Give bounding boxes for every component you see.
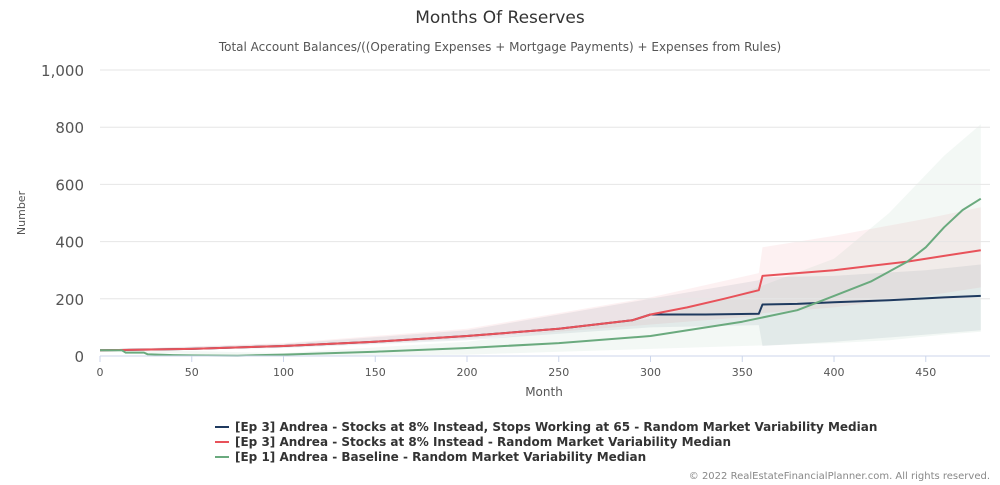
x-axis-title: Month (525, 385, 563, 399)
legend-swatch (215, 425, 229, 428)
legend-swatch (215, 440, 229, 443)
x-tick-label: 250 (548, 366, 569, 379)
y-tick-label: 400 (55, 234, 84, 252)
x-tick-label: 100 (273, 366, 294, 379)
credit-text: © 2022 RealEstateFinancialPlanner.com. A… (688, 471, 990, 482)
x-tick-label: 0 (97, 366, 104, 379)
legend: [Ep 3] Andrea - Stocks at 8% Instead, St… (215, 419, 877, 464)
y-axis-title: Number (15, 190, 28, 235)
y-tick-label: 800 (55, 119, 84, 137)
legend-item[interactable]: [Ep 1] Andrea - Baseline - Random Market… (215, 449, 877, 464)
y-tick-label: 1,000 (41, 62, 84, 80)
x-tick-label: 150 (365, 366, 386, 379)
legend-item[interactable]: [Ep 3] Andrea - Stocks at 8% Instead - R… (215, 434, 877, 449)
chart-title: Months Of Reserves (415, 8, 585, 28)
x-tick-label: 50 (185, 366, 199, 379)
series-1-band (100, 207, 981, 351)
x-tick-label: 200 (457, 366, 478, 379)
x-tick-label: 450 (915, 366, 936, 379)
chart-subtitle: Total Account Balances/((Operating Expen… (218, 40, 782, 54)
x-tick-label: 300 (640, 366, 661, 379)
legend-label: [Ep 1] Andrea - Baseline - Random Market… (235, 449, 647, 464)
y-tick-label: 0 (74, 348, 84, 366)
legend-label: [Ep 3] Andrea - Stocks at 8% Instead - R… (235, 434, 732, 449)
series-1-line (99, 249, 981, 352)
series-2-band (100, 124, 981, 356)
legend-item[interactable]: [Ep 3] Andrea - Stocks at 8% Instead, St… (215, 419, 877, 434)
y-tick-label: 200 (55, 291, 84, 309)
x-tick-label: 400 (824, 366, 845, 379)
y-tick-label: 600 (55, 176, 84, 194)
series-2-line (100, 197, 982, 357)
x-tick-label: 350 (732, 366, 753, 379)
legend-swatch (215, 455, 229, 458)
legend-label: [Ep 3] Andrea - Stocks at 8% Instead, St… (235, 419, 878, 434)
